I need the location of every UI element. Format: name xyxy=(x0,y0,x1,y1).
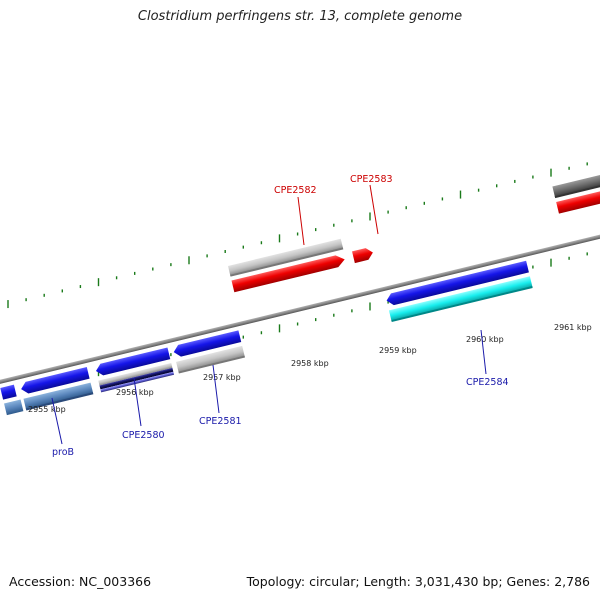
scale-label-2958: 2958 kbp xyxy=(291,359,329,368)
label-prob: proB xyxy=(52,447,74,458)
label-cpe2582: CPE2582 xyxy=(274,185,317,196)
scale-label-2955: 2955 kbp xyxy=(28,405,66,414)
upper-tick-row xyxy=(7,162,588,309)
label-leaders xyxy=(51,184,487,445)
gene-cpe2583[interactable] xyxy=(352,247,374,264)
gene-far-right-gray[interactable] xyxy=(552,174,600,199)
scale-label-2960: 2960 kbp xyxy=(466,335,504,344)
gene-left-edge-blue[interactable] xyxy=(0,384,17,400)
gene-left-edge-steel[interactable] xyxy=(4,399,24,416)
scale-label-2956: 2956 kbp xyxy=(116,388,154,397)
gene-cpe2584-blue[interactable] xyxy=(385,260,529,307)
gene-cpe2581[interactable] xyxy=(176,345,245,374)
genome-summary-text: Topology: circular; Length: 3,031,430 bp… xyxy=(246,574,590,589)
map-title: Clostridium perfringens str. 13, complet… xyxy=(137,9,463,24)
genome-backbone xyxy=(0,217,600,391)
label-cpe2581: CPE2581 xyxy=(199,416,242,427)
gene-cpe2581-blue[interactable] xyxy=(172,330,242,358)
gene-cpe2580[interactable] xyxy=(98,363,175,393)
scale-labels: 2955 kbp 2956 kbp 2957 kbp 2958 kbp 2959… xyxy=(28,323,592,414)
gene-probb-blue[interactable] xyxy=(20,367,90,395)
gene-prob[interactable] xyxy=(23,382,94,411)
gene-far-right-red[interactable] xyxy=(556,190,600,214)
label-cpe2583: CPE2583 xyxy=(350,174,393,185)
label-cpe2584: CPE2584 xyxy=(466,377,509,388)
gene-cpe2580-blue[interactable] xyxy=(95,347,171,376)
accession-text: Accession: NC_003366 xyxy=(9,574,152,589)
scale-label-2961: 2961 kbp xyxy=(554,323,592,332)
scale-label-2957: 2957 kbp xyxy=(203,373,241,382)
label-cpe2580: CPE2580 xyxy=(122,430,165,441)
gene-cpe2584[interactable] xyxy=(388,276,533,323)
gene-cpe2582-shadow[interactable] xyxy=(227,238,344,277)
scale-label-2959: 2959 kbp xyxy=(379,346,417,355)
gene-labels: CPE2582 CPE2583 proB CPE2580 CPE2581 CPE… xyxy=(52,174,509,458)
gene-cpe2582[interactable] xyxy=(231,254,347,293)
